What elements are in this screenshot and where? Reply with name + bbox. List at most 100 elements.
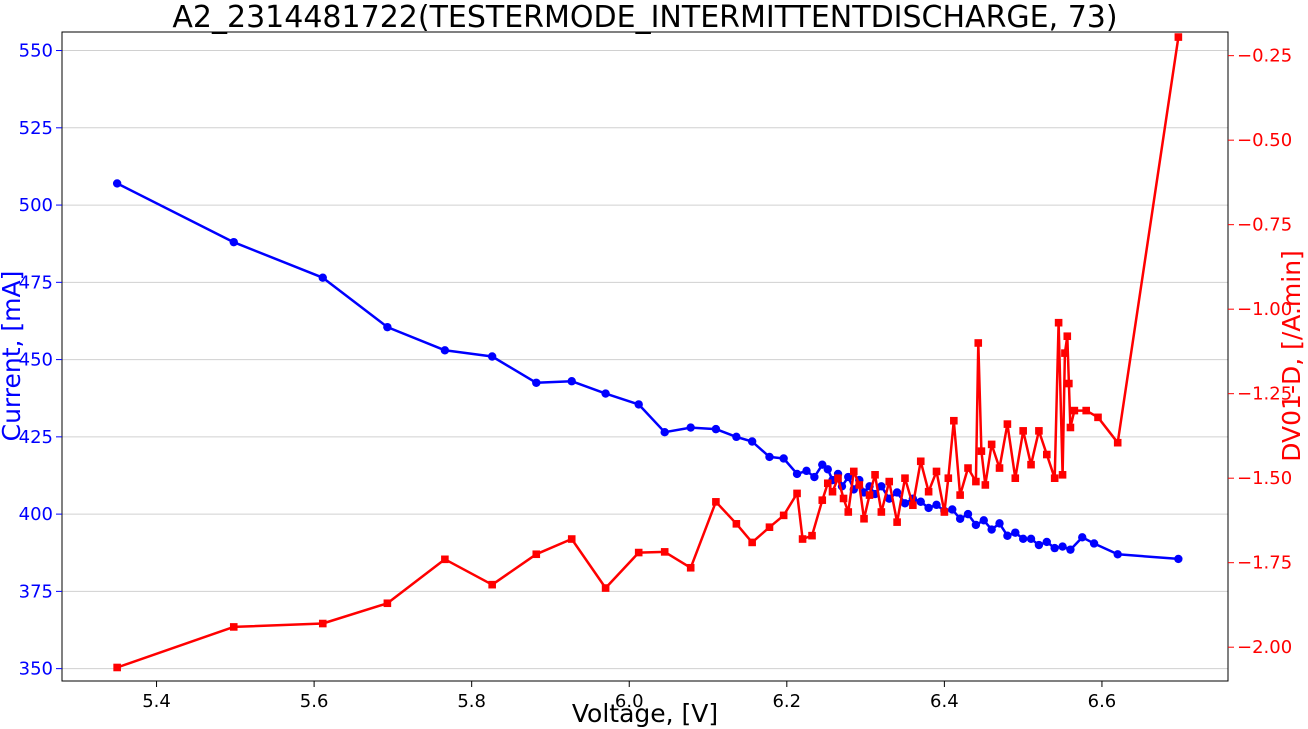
series-line [116,36,1180,669]
data-point [440,346,450,355]
data-point [818,460,827,469]
data-point [1066,423,1075,432]
data-point [932,467,941,476]
data-point [995,464,1004,472]
x-axis-label: Voltage, [V] [572,699,718,728]
data-point [1058,542,1067,551]
x-tick-label: 6.2 [772,691,801,712]
data-point [1066,545,1075,554]
data-point [229,623,238,631]
data-point [865,491,874,499]
data-point [532,550,541,559]
data-point [964,464,972,472]
data-point [950,416,958,425]
data-point [487,352,497,361]
data-point [924,503,933,513]
data-point [948,505,957,514]
data-point [1065,379,1073,388]
data-point [974,339,983,347]
data-point [318,273,327,282]
data-point [601,584,610,592]
current-series [112,179,1183,564]
data-point [747,437,757,446]
data-point [765,452,774,462]
data-point [871,471,879,479]
data-point [488,580,496,589]
data-point [792,469,802,479]
data-point [383,599,392,608]
data-point [924,487,933,496]
y-tick-label: 375 [19,581,53,602]
data-point [944,474,953,482]
data-point [977,447,986,455]
data-point [885,477,894,486]
data-point [711,424,721,434]
data-point [1174,554,1183,564]
data-point [955,514,965,523]
data-point [1034,540,1044,550]
data-point [1050,474,1059,482]
y-tick-label: 525 [19,118,53,139]
chart-title: A2_2314481722(TESTERMODE_INTERMITTENTDIS… [172,0,1117,35]
right-y-axis-ticks: −2.00 −1.75 −1.50 −1.25 −1.00 −0.75 −0.50 −0.25 [1228,46,1292,658]
data-point [979,516,988,525]
data-point [971,520,981,530]
data-point [1113,438,1122,447]
data-point [229,237,238,247]
data-point [112,179,122,188]
y-tick-label: 550 [19,41,53,62]
data-point [1018,534,1028,544]
plot-frame [61,31,1229,682]
x-tick-label: 5.4 [142,691,171,712]
y2-tick-label: −2.00 [1237,637,1292,658]
data-point [1019,427,1027,435]
data-point [987,525,996,534]
x-tick-label: 6.6 [1088,691,1117,712]
data-point [712,498,720,506]
data-point [916,457,925,466]
x-axis-ticks: 5.4 5.6 5.8 6.0 6.2 6.4 6.6 [142,681,1116,712]
data-point [1058,471,1067,479]
data-point [765,523,774,532]
data-point [877,482,886,491]
data-point [1035,427,1043,435]
left-y-axis-label: Current, [mA] [0,271,26,442]
data-point [532,378,541,387]
data-point [834,474,842,482]
data-point [1078,533,1087,542]
data-point [567,535,576,543]
data-point [855,481,864,489]
y-tick-label: 500 [19,195,53,216]
data-point [808,531,816,540]
y-tick-label: 425 [19,427,53,448]
data-point [318,619,327,628]
data-point [634,548,643,557]
data-point [660,428,669,437]
y2-tick-label: −1.25 [1237,384,1292,405]
data-point [1063,332,1072,341]
left-y-axis-ticks: 350 375 400 425 450 475 500 525 550 [19,41,62,680]
data-point [1027,460,1035,469]
data-point [779,511,788,520]
data-point [839,494,848,503]
data-point [963,509,973,519]
data-point [1003,420,1012,428]
x-tick-label: 5.8 [457,691,486,712]
data-point [892,488,902,497]
data-point [901,474,909,482]
data-point [940,508,949,516]
data-point [441,555,449,564]
data-point [732,432,741,442]
data-point [793,489,801,498]
data-point [1050,543,1059,553]
data-point [1070,406,1079,415]
data-point [860,514,868,523]
x-tick-label: 6.4 [930,691,959,712]
data-point [823,479,832,488]
data-point [779,454,788,463]
data-point [1094,413,1102,422]
data-point [972,477,980,486]
data-point [634,400,643,409]
y2-tick-label: −0.25 [1237,46,1292,67]
